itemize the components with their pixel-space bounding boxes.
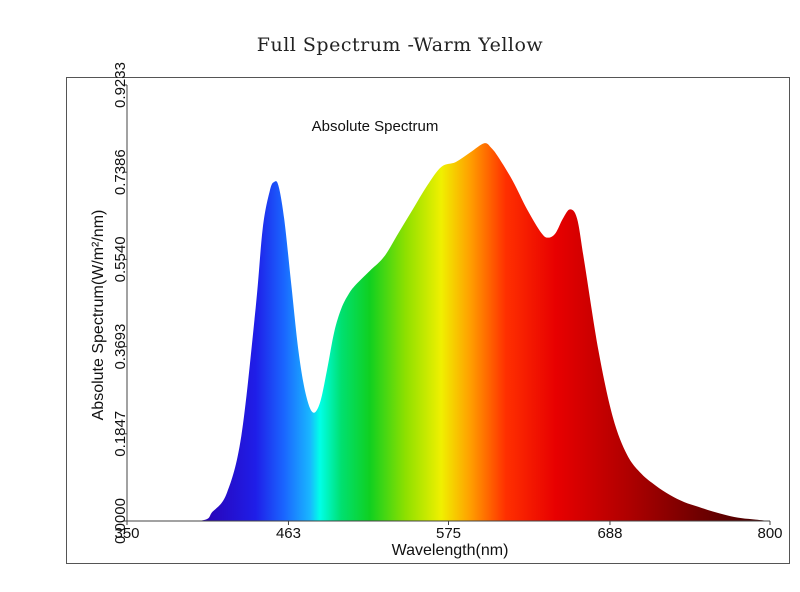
chart-title: Absolute Spectrum [312,118,439,135]
y-tick-label: 0.9233 [112,62,129,108]
x-tick-label: 575 [436,525,461,542]
y-tick-label: 0.7386 [112,149,129,195]
spectrum-area [127,143,770,521]
y-axis-title: Absolute Spectrum(W/m²/nm) [90,210,107,421]
y-tick-label: 0.1847 [112,411,129,457]
x-tick-label: 350 [114,525,139,542]
chart-frame [66,77,790,564]
y-tick-label: 0.0000 [112,498,129,544]
page-title: Full Spectrum -Warm Yellow [256,34,544,56]
x-tick-label: 800 [757,525,782,542]
y-tick-label: 0.5540 [112,236,129,282]
x-axis-title: Wavelength(nm) [392,542,509,559]
x-tick-label: 688 [597,525,622,542]
x-tick-label: 463 [276,525,301,542]
y-tick-label: 0.3693 [112,324,129,370]
